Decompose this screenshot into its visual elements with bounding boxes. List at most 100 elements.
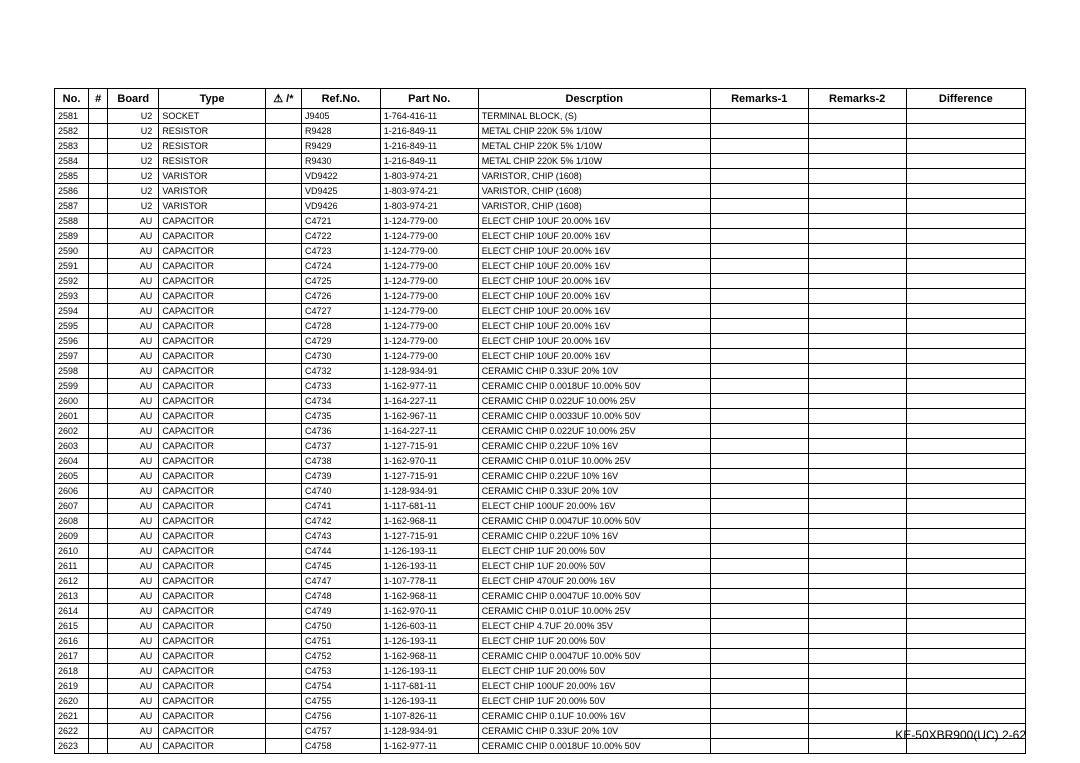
col-diff: Difference <box>906 89 1025 109</box>
cell-part: 1-117-681-11 <box>380 679 478 694</box>
cell-warn <box>265 544 301 559</box>
cell-rem1 <box>710 469 808 484</box>
cell-diff <box>906 694 1025 709</box>
cell-no: 2587 <box>55 199 89 214</box>
cell-part: 1-162-968-11 <box>380 589 478 604</box>
cell-ref: C4727 <box>301 304 380 319</box>
cell-board: AU <box>108 364 159 379</box>
cell-rem1 <box>710 514 808 529</box>
col-ref: Ref.No. <box>301 89 380 109</box>
cell-warn <box>265 619 301 634</box>
cell-type: RESISTOR <box>159 139 265 154</box>
cell-part: 1-764-416-11 <box>380 109 478 124</box>
cell-rem1 <box>710 184 808 199</box>
cell-ref: C4737 <box>301 439 380 454</box>
cell-type: CAPACITOR <box>159 679 265 694</box>
cell-type: SOCKET <box>159 109 265 124</box>
cell-desc: CERAMIC CHIP 0.022UF 10.00% 25V <box>478 394 710 409</box>
cell-ref: J9405 <box>301 109 380 124</box>
cell-board: U2 <box>108 184 159 199</box>
cell-warn <box>265 559 301 574</box>
table-row: 2595AUCAPACITORC47281-124-779-00ELECT CH… <box>55 319 1026 334</box>
cell-board: AU <box>108 604 159 619</box>
cell-no: 2581 <box>55 109 89 124</box>
cell-warn <box>265 319 301 334</box>
cell-rem1 <box>710 529 808 544</box>
cell-hash <box>89 184 108 199</box>
cell-rem2 <box>808 619 906 634</box>
cell-hash <box>89 154 108 169</box>
cell-board: AU <box>108 304 159 319</box>
cell-desc: ELECT CHIP 10UF 20.00% 16V <box>478 229 710 244</box>
cell-board: AU <box>108 484 159 499</box>
cell-diff <box>906 529 1025 544</box>
cell-diff <box>906 289 1025 304</box>
cell-diff <box>906 379 1025 394</box>
cell-no: 2604 <box>55 454 89 469</box>
cell-no: 2620 <box>55 694 89 709</box>
cell-rem2 <box>808 469 906 484</box>
cell-warn <box>265 664 301 679</box>
cell-diff <box>906 169 1025 184</box>
cell-ref: C4732 <box>301 364 380 379</box>
cell-hash <box>89 604 108 619</box>
cell-ref: C4739 <box>301 469 380 484</box>
cell-diff <box>906 334 1025 349</box>
cell-type: CAPACITOR <box>159 424 265 439</box>
cell-part: 1-124-779-00 <box>380 319 478 334</box>
cell-type: CAPACITOR <box>159 604 265 619</box>
cell-part: 1-128-934-91 <box>380 724 478 739</box>
cell-desc: ELECT CHIP 1UF 20.00% 50V <box>478 664 710 679</box>
cell-hash <box>89 259 108 274</box>
cell-no: 2589 <box>55 229 89 244</box>
cell-ref: C4758 <box>301 739 380 754</box>
cell-part: 1-162-970-11 <box>380 604 478 619</box>
cell-rem1 <box>710 484 808 499</box>
cell-desc: CERAMIC CHIP 0.33UF 20% 10V <box>478 724 710 739</box>
cell-hash <box>89 559 108 574</box>
cell-rem2 <box>808 124 906 139</box>
cell-no: 2584 <box>55 154 89 169</box>
cell-part: 1-124-779-00 <box>380 334 478 349</box>
cell-hash <box>89 364 108 379</box>
cell-hash <box>89 214 108 229</box>
cell-rem2 <box>808 169 906 184</box>
cell-ref: VD9425 <box>301 184 380 199</box>
cell-ref: R9428 <box>301 124 380 139</box>
cell-type: CAPACITOR <box>159 259 265 274</box>
table-row: 2602AUCAPACITORC47361-164-227-11CERAMIC … <box>55 424 1026 439</box>
cell-type: CAPACITOR <box>159 289 265 304</box>
cell-warn <box>265 604 301 619</box>
cell-board: AU <box>108 634 159 649</box>
cell-rem1 <box>710 649 808 664</box>
cell-part: 1-124-779-00 <box>380 274 478 289</box>
cell-warn <box>265 364 301 379</box>
cell-no: 2615 <box>55 619 89 634</box>
table-row: 2605AUCAPACITORC47391-127-715-91CERAMIC … <box>55 469 1026 484</box>
cell-part: 1-803-974-21 <box>380 169 478 184</box>
cell-diff <box>906 229 1025 244</box>
cell-desc: METAL CHIP 220K 5% 1/10W <box>478 124 710 139</box>
cell-diff <box>906 709 1025 724</box>
cell-rem1 <box>710 154 808 169</box>
cell-part: 1-127-715-91 <box>380 529 478 544</box>
cell-ref: C4747 <box>301 574 380 589</box>
cell-diff <box>906 589 1025 604</box>
cell-no: 2607 <box>55 499 89 514</box>
cell-board: U2 <box>108 169 159 184</box>
cell-rem2 <box>808 154 906 169</box>
cell-warn <box>265 334 301 349</box>
cell-board: AU <box>108 379 159 394</box>
cell-no: 2611 <box>55 559 89 574</box>
cell-no: 2601 <box>55 409 89 424</box>
cell-desc: CERAMIC CHIP 0.33UF 20% 10V <box>478 364 710 379</box>
cell-rem1 <box>710 199 808 214</box>
cell-diff <box>906 499 1025 514</box>
cell-no: 2600 <box>55 394 89 409</box>
cell-rem2 <box>808 439 906 454</box>
cell-desc: CERAMIC CHIP 0.33UF 20% 10V <box>478 484 710 499</box>
cell-type: CAPACITOR <box>159 634 265 649</box>
cell-rem2 <box>808 379 906 394</box>
cell-ref: C4755 <box>301 694 380 709</box>
cell-desc: ELECT CHIP 10UF 20.00% 16V <box>478 334 710 349</box>
